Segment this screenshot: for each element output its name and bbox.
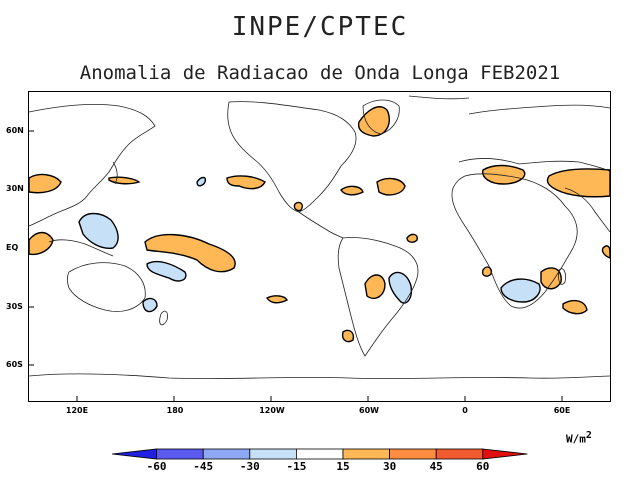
map-title: Anomalia de Radiacao de Onda Longa FEB20… [79,62,561,84]
anomaly-greenland [357,106,391,137]
anomaly-south-pacific-small [265,295,288,304]
colorbar-segment-6 [389,448,437,460]
anomaly-atlantic [376,177,406,196]
colorbar-tick-4: 15 [336,460,350,473]
anomaly-pacific-n [196,176,207,187]
coast-europe-south [458,158,610,173]
colorbar-segment-1 [156,448,204,460]
header-title: INPE/CPTEC [231,12,409,42]
coast-south-america [337,237,419,357]
colorbar-tick-6: 45 [429,460,443,473]
coast-north-america [227,101,357,213]
anomaly-japan [108,176,141,185]
colorbar-segment-4 [295,448,344,460]
anomaly-spcz [146,260,187,282]
anomaly-south-america [364,274,386,300]
anomaly-pacific-sw [142,297,158,313]
coast-madagascar [558,268,566,285]
anomaly-indonesia [29,231,54,256]
lat-label-60s: 60S [6,360,23,369]
coast-central-america [298,211,344,239]
anomaly-north-africa [482,164,526,185]
coast-arabia [564,187,610,233]
lon-label-60w: 60W [359,406,379,415]
lon-label-180: 180 [166,406,184,415]
coast-arctic [408,95,470,100]
anomaly-north-pacific [226,175,266,190]
lon-label-120w: 120W [259,406,285,415]
anomaly-central-pacific [144,233,236,273]
anomaly-indian-ocean-s [562,299,588,315]
positive-anomaly-areas [29,106,610,343]
units-label: W/m2 [566,430,592,446]
colorbar-tick-7: 60 [476,460,490,473]
anomaly-mideast [546,168,610,198]
lat-label-30n: 30N [6,184,24,193]
lat-label-eq: EQ [6,243,19,252]
anomaly-brazil-ne [406,233,419,243]
colorbar-tick-2: -30 [239,460,260,473]
colorbar-segment-7 [435,448,484,460]
anomaly-asia-west [29,173,62,194]
lon-label-120e: 120E [65,406,89,415]
units-exponent: 2 [585,430,592,441]
colorbar-tick-1: -45 [193,460,214,473]
colorbar-tick-0: -60 [146,460,167,473]
coast-new-zealand [159,310,168,326]
anomaly-patagonia [341,329,355,343]
anomaly-philippines [78,212,119,249]
colorbar-segment-3 [249,448,297,460]
anomaly-atlantic-nw [340,185,364,196]
negative-anomaly-areas [78,176,541,313]
anomaly-brazil [388,271,413,304]
coast-antarctica [29,373,610,379]
anomaly-east-edge [601,245,610,259]
colorbar-tick-3: -15 [286,460,307,473]
coastlines [29,95,610,379]
colorbar-segment-8 [482,448,528,460]
coast-europe [468,104,610,115]
colorbar-segment-2 [202,448,251,460]
lon-label-0: 0 [462,406,468,415]
colorbar-segment-0 [111,448,157,460]
anomaly-mexico [293,201,304,212]
colorbar-segment-5 [342,448,390,460]
coast-africa [451,173,578,309]
map-panel [28,91,611,402]
coast-eurasia [29,103,156,227]
units-base: W/m [566,432,586,446]
anomaly-angola [481,266,493,277]
coast-greenland [362,99,400,135]
anomaly-southern-africa [500,278,541,303]
world-map [29,95,610,401]
coast-indonesia [48,239,114,257]
colorbar [111,448,528,460]
lon-label-60e: 60E [553,406,571,415]
coast-australia [67,262,146,312]
colorbar-tick-5: 30 [382,460,397,473]
lat-label-30s: 30S [6,302,23,311]
coast-japan [112,161,118,185]
anomaly-madagascar [540,267,562,290]
lat-label-60n: 60N [6,126,24,135]
